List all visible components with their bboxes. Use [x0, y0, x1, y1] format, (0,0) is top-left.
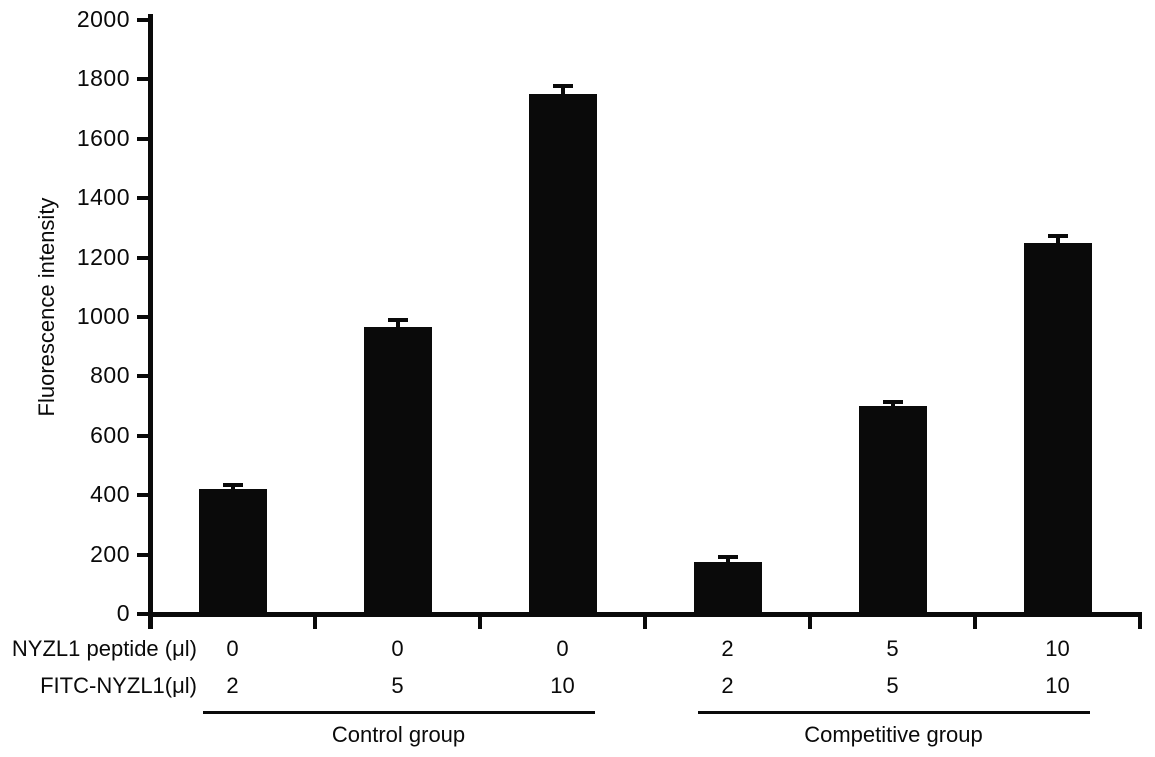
x-axis-tick: [1138, 617, 1142, 629]
y-tick-label: 0: [116, 599, 130, 626]
error-bar-stem: [230, 483, 235, 493]
x-axis-tick: [808, 617, 812, 629]
y-tick-label: 600: [90, 421, 130, 448]
y-tick-label: 1000: [76, 302, 130, 329]
x-axis-line: [148, 612, 1142, 617]
error-bar-cap: [552, 83, 573, 88]
y-axis-line: [148, 14, 153, 629]
x-row-value: 2: [226, 673, 239, 698]
y-axis-tick: [137, 77, 150, 82]
x-row-value: 0: [556, 636, 569, 661]
y-tick-label: 400: [90, 481, 130, 508]
x-row-value: 2: [721, 636, 734, 661]
y-tick-label: 1400: [76, 184, 130, 211]
bar: [198, 489, 267, 614]
y-axis-tick: [137, 552, 150, 557]
y-axis-tick: [137, 612, 150, 616]
y-tick-label: 800: [90, 362, 130, 389]
y-axis-tick: [137, 255, 150, 260]
bar: [693, 562, 762, 614]
y-tick-label: 2000: [76, 5, 130, 32]
y-axis-tick: [137, 374, 150, 379]
error-bar-stem: [890, 400, 895, 410]
y-tick-label: 200: [90, 540, 130, 567]
x-row-value: 10: [1045, 636, 1070, 661]
y-axis-tick: [137, 493, 150, 498]
error-bar-cap: [882, 400, 903, 405]
error-bar-cap: [387, 318, 408, 323]
x-row-value: 5: [391, 673, 404, 698]
x-row-value: 10: [1045, 673, 1070, 698]
y-axis-tick: [137, 433, 150, 438]
error-bar-stem: [1055, 233, 1060, 246]
error-bar-cap: [1047, 233, 1068, 238]
bar: [1023, 242, 1092, 614]
group-label: Control group: [331, 722, 466, 747]
bar: [858, 406, 927, 614]
x-row-value: 0: [226, 636, 239, 661]
y-axis-tick: [137, 18, 150, 22]
y-axis-tick: [137, 196, 150, 201]
bar: [528, 94, 597, 614]
group-underline: [202, 711, 595, 714]
x-row-value: 5: [886, 636, 899, 661]
y-tick-label: 1200: [76, 243, 130, 270]
x-row-label-fitc-nyzl1: FITC-NYZL1(μl): [40, 673, 197, 698]
x-row-value: 2: [721, 673, 734, 698]
x-axis-tick: [478, 617, 482, 629]
group-label: Competitive group: [804, 722, 983, 747]
error-bar-cap: [717, 554, 738, 559]
y-axis-tick: [137, 136, 150, 141]
error-bar-cap: [222, 483, 243, 488]
y-axis-tick: [137, 315, 150, 319]
x-axis-tick: [973, 617, 977, 629]
y-tick-label: 1800: [76, 65, 130, 92]
error-bar-stem: [560, 83, 565, 98]
error-bar-stem: [725, 554, 730, 566]
y-tick-label: 1600: [76, 124, 130, 151]
x-axis-tick: [643, 617, 647, 629]
x-row-value: 10: [550, 673, 575, 698]
group-underline: [697, 711, 1090, 714]
x-axis-tick: [313, 617, 317, 629]
x-row-label-nyzl1-peptide: NYZL1 peptide (μl): [11, 636, 197, 661]
x-row-value: 5: [886, 673, 899, 698]
error-bar-stem: [395, 318, 400, 331]
x-row-value: 0: [391, 636, 404, 661]
bar: [363, 327, 432, 614]
